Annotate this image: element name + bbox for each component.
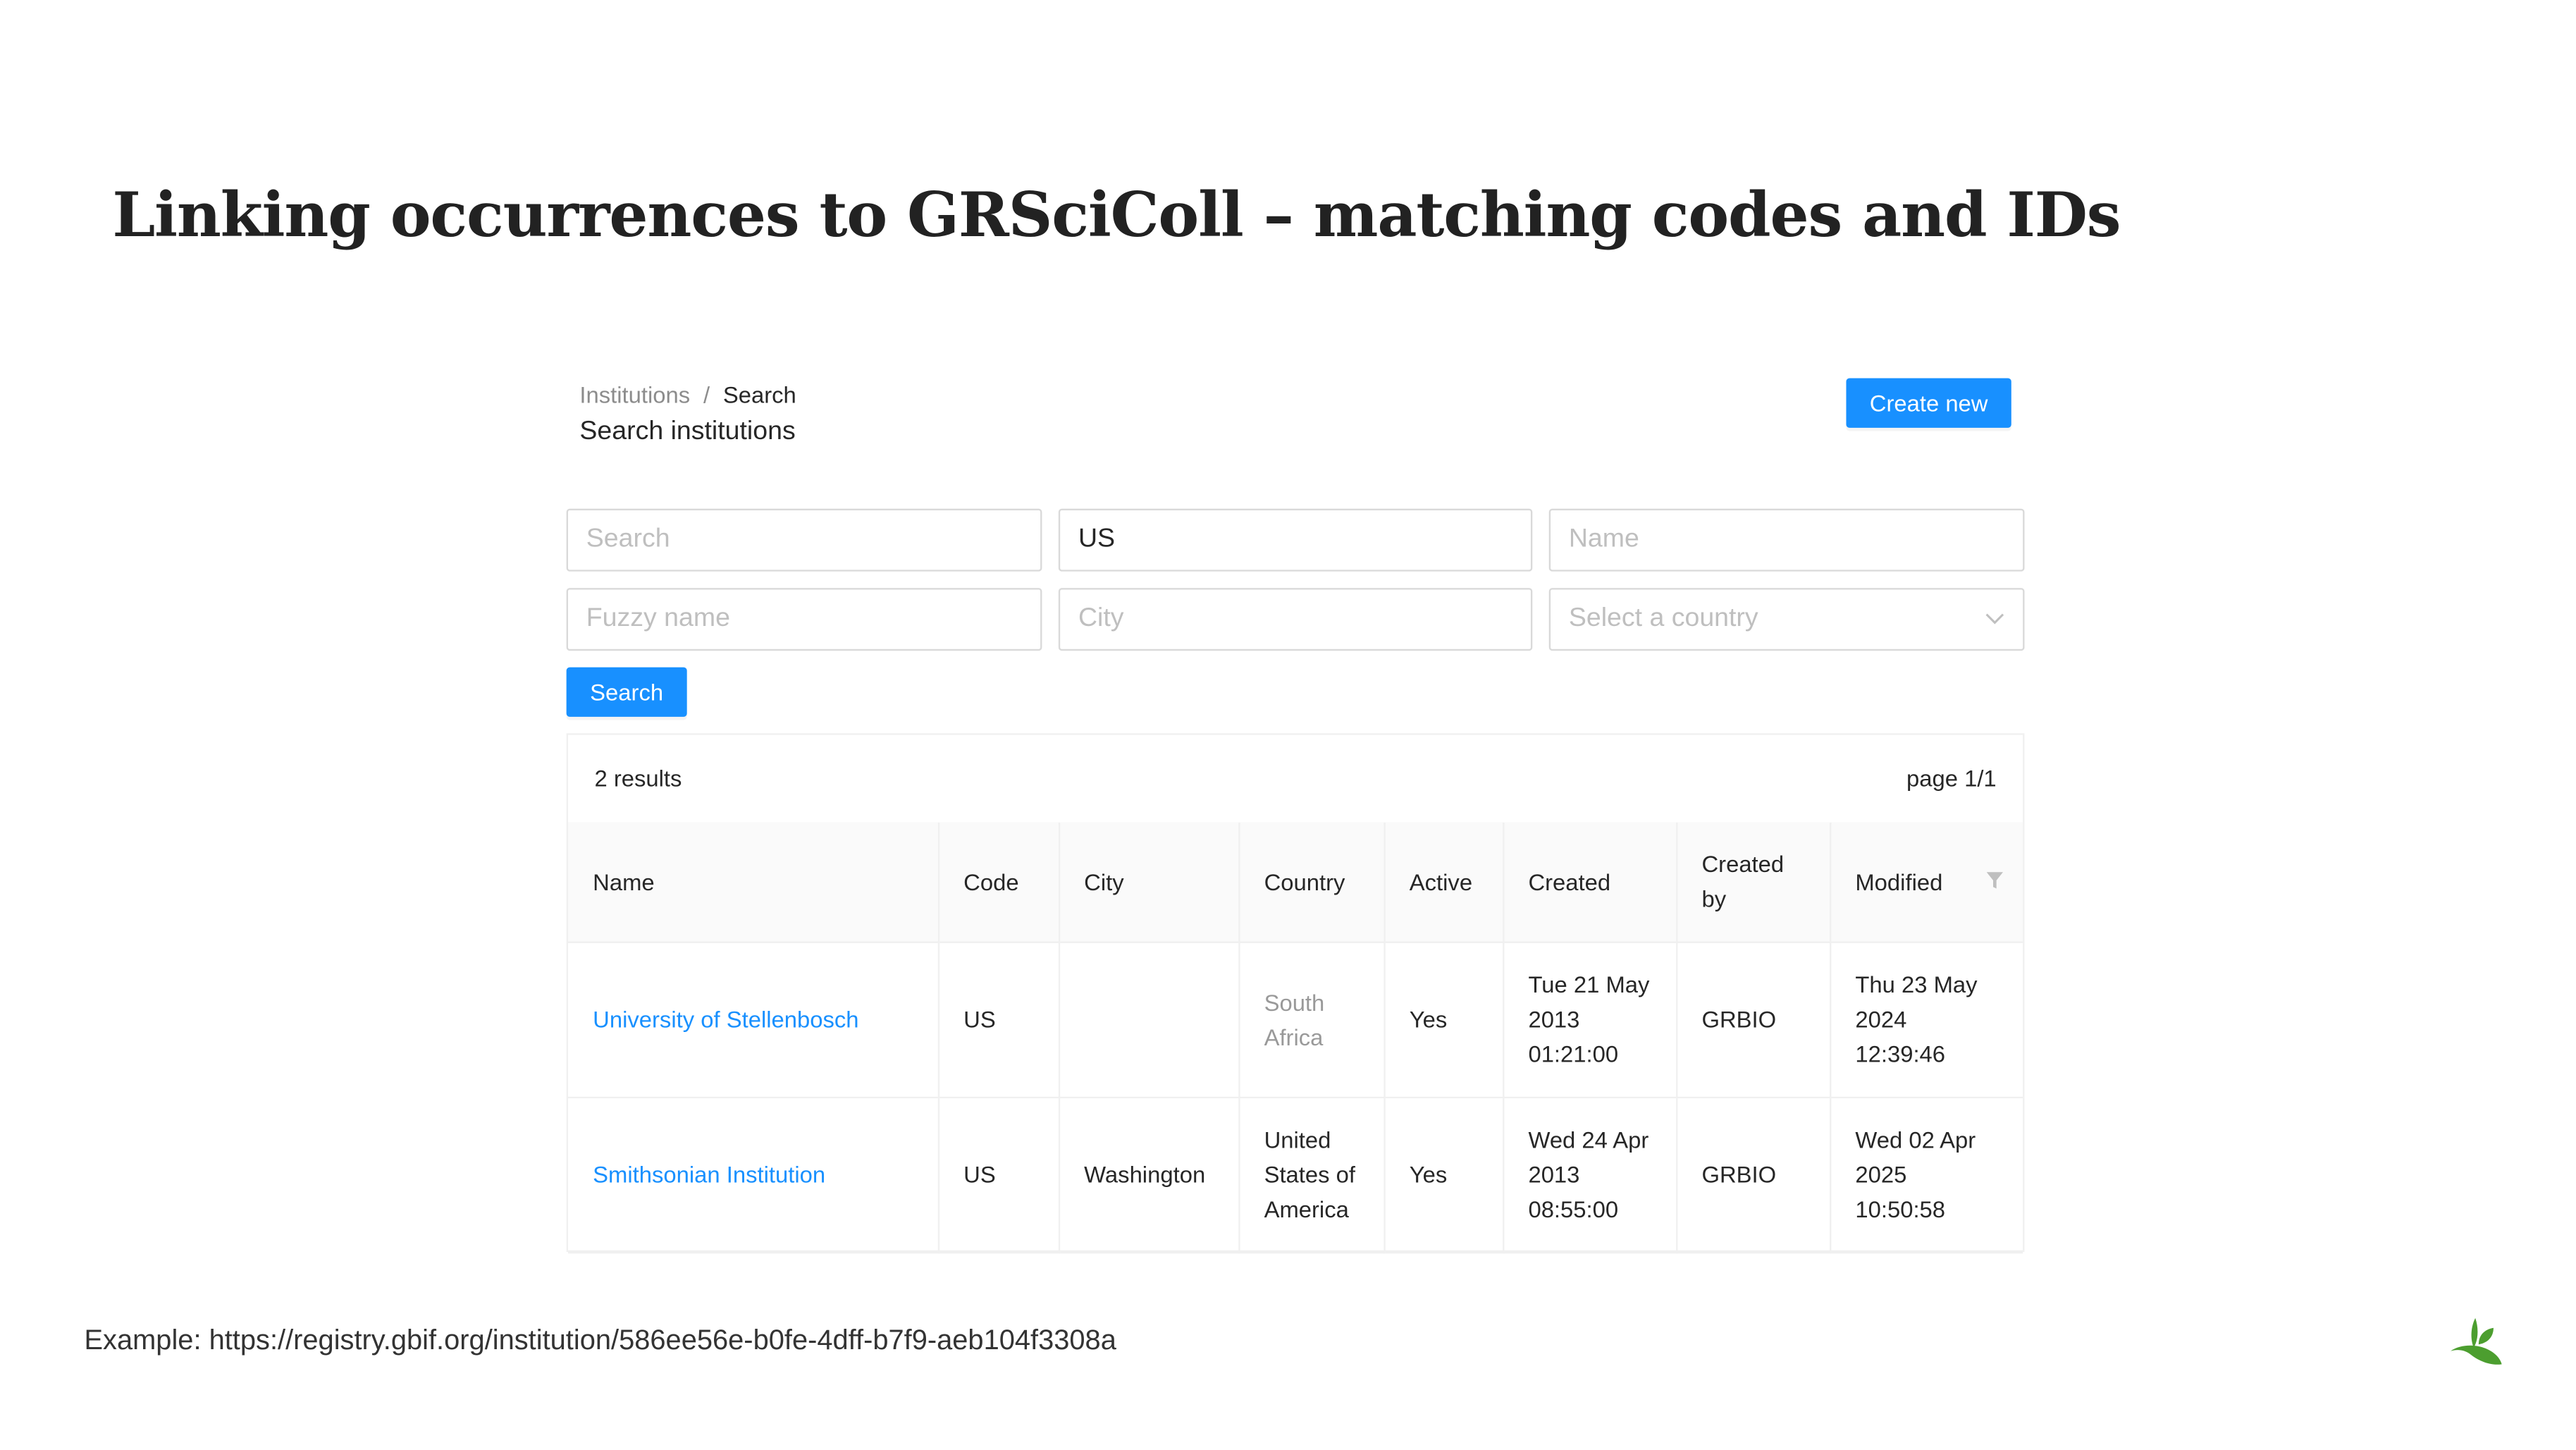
institution-link[interactable]: University of Stellenbosch — [593, 1005, 859, 1033]
cell-code: US — [937, 942, 1060, 1099]
cell-city: Washington — [1058, 1097, 1240, 1254]
column-header-created[interactable]: Created — [1503, 822, 1677, 943]
code-input[interactable] — [1058, 508, 1533, 572]
cell-created-by: GRBIO — [1676, 1097, 1831, 1254]
search-input[interactable] — [566, 508, 1042, 572]
column-header-name[interactable]: Name — [567, 822, 939, 943]
page-indicator: page 1/1 — [1906, 764, 1997, 792]
footer-example-url: Example: https://registry.gbif.org/insti… — [84, 1325, 1116, 1356]
create-new-button[interactable]: Create new — [1846, 378, 2011, 428]
results-table: Name Code City Country Active Created Cr… — [567, 822, 2023, 1254]
cell-active: Yes — [1383, 1097, 1504, 1254]
cell-city — [1058, 942, 1240, 1099]
results-count: 2 results — [594, 764, 682, 792]
cell-created: Wed 24 Apr 2013 08:55:00 — [1503, 1097, 1677, 1254]
column-header-country[interactable]: Country — [1238, 822, 1385, 943]
breadcrumb-search: Search — [722, 381, 796, 408]
search-button[interactable]: Search — [566, 667, 687, 717]
breadcrumb-institutions[interactable]: Institutions — [579, 381, 691, 408]
results-card: 2 results page 1/1 Name Code City Countr… — [566, 733, 2025, 1254]
cell-created-by: GRBIO — [1676, 942, 1831, 1099]
cell-created: Tue 21 May 2013 01:21:00 — [1503, 942, 1677, 1099]
cell-modified: Thu 23 May 2024 12:39:46 — [1830, 942, 2023, 1099]
modified-label: Modified — [1855, 868, 1943, 895]
institution-link[interactable]: Smithsonian Institution — [593, 1161, 826, 1188]
column-header-active[interactable]: Active — [1383, 822, 1504, 943]
country-select-placeholder: Select a country — [1568, 604, 1758, 633]
column-header-created-by[interactable]: Created by — [1676, 822, 1831, 943]
cell-country: United States of America — [1238, 1097, 1385, 1254]
chevron-down-icon — [1985, 613, 2004, 625]
cell-country: South Africa — [1238, 942, 1385, 1099]
table-row: Smithsonian Institution US Washington Un… — [567, 1097, 2023, 1254]
results-header: 2 results page 1/1 — [567, 735, 2023, 825]
cell-code: US — [937, 1097, 1060, 1254]
breadcrumb-separator: / — [703, 381, 710, 408]
table-header-row: Name Code City Country Active Created Cr… — [567, 822, 2023, 943]
page-title: Search institutions — [579, 417, 796, 446]
table-row: University of Stellenbosch US South Afri… — [567, 942, 2023, 1099]
column-header-city[interactable]: City — [1058, 822, 1240, 943]
column-header-modified[interactable]: Modified — [1830, 822, 2023, 943]
filter-icon[interactable] — [1986, 872, 2004, 889]
cell-active: Yes — [1383, 942, 1504, 1099]
slide-title: Linking occurrences to GRSciColl – match… — [112, 178, 2121, 252]
city-input[interactable] — [1058, 588, 1533, 651]
fuzzy-name-input[interactable] — [566, 588, 1042, 651]
column-header-code[interactable]: Code — [937, 822, 1060, 943]
name-input[interactable] — [1548, 508, 2025, 572]
breadcrumb: Institutions / Search — [579, 381, 796, 407]
gbif-leaf-logo — [2451, 1317, 2502, 1365]
country-select[interactable]: Select a country — [1548, 588, 2025, 651]
cell-modified: Wed 02 Apr 2025 10:50:58 — [1830, 1097, 2023, 1254]
